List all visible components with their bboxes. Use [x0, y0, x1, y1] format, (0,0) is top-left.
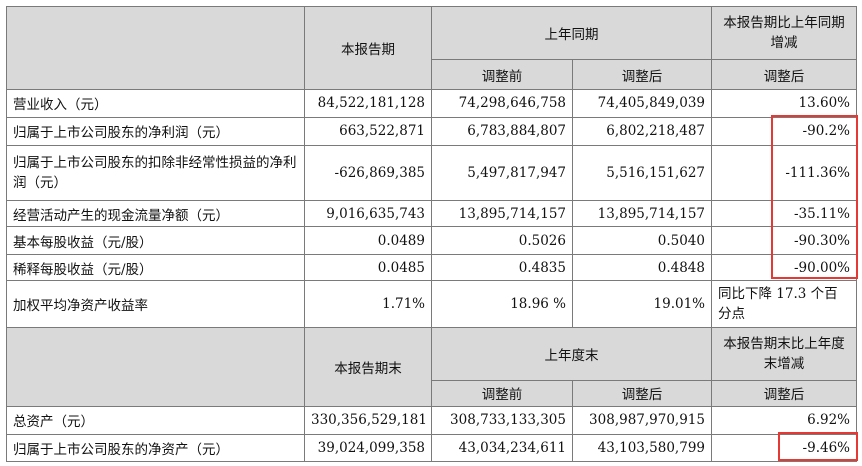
table-row: 归属于上市公司股东的净资产（元） 39,024,099,358 43,034,2… [6, 433, 857, 463]
cell-change: -35.11% [711, 199, 857, 228]
cell-after: 74,405,849,039 [572, 89, 712, 118]
table-row: 营业收入（元） 84,522,181,128 74,298,646,758 74… [6, 89, 857, 118]
header-before-adjust: 调整前 [431, 58, 573, 91]
header-change: 本报告期比上年同期增减 [711, 6, 857, 60]
cell-before: 0.4835 [431, 253, 573, 282]
cell-after: 0.4848 [572, 253, 712, 282]
year-end-header-row-1: 本报告期末 上年度末 本报告期末比上年度末增减 [6, 326, 857, 408]
table-row: 归属于上市公司股东的扣除非经常性损益的净利润（元） -626,869,385 5… [6, 145, 857, 201]
row-label: 归属于上市公司股东的净资产（元） [6, 433, 305, 463]
header-change: 本报告期末比上年度末增减 [711, 326, 857, 381]
header-blank-cell [6, 5, 305, 91]
cell-after: 0.5040 [572, 226, 712, 255]
cell-change: -90.30% [711, 226, 857, 255]
cell-after: 6,802,218,487 [572, 116, 712, 147]
header-after-adjust: 调整后 [572, 58, 712, 91]
cell-change: 13.60% [711, 89, 857, 118]
row-label: 基本每股收益（元/股） [6, 226, 305, 255]
cell-current: -626,869,385 [304, 145, 432, 201]
cell-before: 0.5026 [431, 226, 573, 255]
cell-before: 5,497,817,947 [431, 145, 573, 201]
header-before-adjust: 调整前 [431, 379, 573, 408]
row-label: 归属于上市公司股东的扣除非经常性损益的净利润（元） [6, 145, 305, 201]
row-label: 稀释每股收益（元/股） [6, 253, 305, 282]
cell-before: 308,733,133,305 [431, 406, 573, 435]
cell-current: 84,522,181,128 [304, 89, 432, 118]
header-prior-period: 上年同期 [431, 6, 712, 60]
cell-before: 43,034,234,611 [431, 433, 573, 463]
cell-current: 9,016,635,743 [304, 199, 432, 228]
cell-change: -9.46% [711, 433, 857, 463]
cell-change: 6.92% [711, 406, 857, 435]
row-label: 总资产（元） [6, 406, 305, 435]
financial-summary-table: 本报告期 上年同期 本报告期比上年同期增减 调整前 调整后 调整后 营业收入（元… [6, 5, 857, 463]
period-header-row-2: 调整前 调整后 调整后 [7, 58, 857, 91]
cell-current: 0.0489 [304, 226, 432, 255]
row-label: 经营活动产生的现金流量净额（元） [6, 199, 305, 228]
cell-change: -90.2% [711, 116, 857, 147]
header-change-after: 调整后 [711, 58, 857, 91]
cell-change: -90.00% [711, 253, 857, 282]
header-after-adjust: 调整后 [572, 379, 712, 408]
cell-after: 308,987,970,915 [572, 406, 712, 435]
header-prior-year-end: 上年度末 [431, 326, 712, 381]
row-label: 加权平均净资产收益率 [6, 280, 305, 328]
cell-current: 663,522,871 [304, 116, 432, 147]
table-row: 加权平均净资产收益率 1.71% 18.96 % 19.01% 同比下降 17.… [6, 280, 857, 328]
cell-before: 6,783,884,807 [431, 116, 573, 147]
period-header-row-1: 本报告期 上年同期 本报告期比上年同期增减 [6, 5, 857, 91]
row-label: 归属于上市公司股东的净利润（元） [6, 116, 305, 147]
cell-current: 39,024,099,358 [304, 433, 432, 463]
cell-after: 43,103,580,799 [572, 433, 712, 463]
header-period-end: 本报告期末 [304, 326, 432, 408]
header-blank-cell [6, 326, 305, 408]
cell-before: 74,298,646,758 [431, 89, 573, 118]
cell-before: 18.96 % [431, 280, 573, 328]
table-row: 经营活动产生的现金流量净额（元） 9,016,635,743 13,895,71… [6, 199, 857, 228]
year-end-header-row-2: 调整前 调整后 调整后 [7, 379, 857, 408]
cell-change: 同比下降 17.3 个百分点 [711, 280, 857, 328]
table-row: 基本每股收益（元/股） 0.0489 0.5026 0.5040 -90.30% [6, 226, 857, 255]
cell-current: 1.71% [304, 280, 432, 328]
cell-current: 0.0485 [304, 253, 432, 282]
cell-before: 13,895,714,157 [431, 199, 573, 228]
cell-after: 13,895,714,157 [572, 199, 712, 228]
cell-change: -111.36% [711, 145, 857, 201]
header-current-period: 本报告期 [304, 5, 432, 91]
table-row: 稀释每股收益（元/股） 0.0485 0.4835 0.4848 -90.00% [6, 253, 857, 282]
table-row: 归属于上市公司股东的净利润（元） 663,522,871 6,783,884,8… [6, 116, 857, 147]
cell-after: 5,516,151,627 [572, 145, 712, 201]
header-change-after: 调整后 [711, 379, 857, 408]
row-label: 营业收入（元） [6, 89, 305, 118]
cell-after: 19.01% [572, 280, 712, 328]
cell-current: 330,356,529,181 [304, 406, 432, 435]
table-row: 总资产（元） 330,356,529,181 308,733,133,305 3… [6, 406, 857, 435]
